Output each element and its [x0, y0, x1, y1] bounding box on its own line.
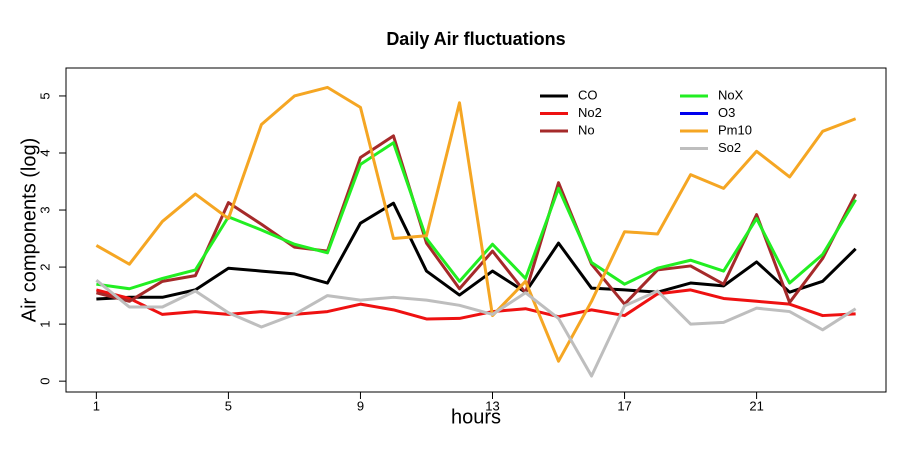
data-line	[95, 279, 857, 378]
y-tick-label: 0	[37, 378, 52, 385]
legend-label: So2	[718, 140, 741, 155]
y-tick-label: 1	[37, 321, 52, 328]
data-line	[95, 85, 857, 363]
x-axis-label: hours	[451, 406, 501, 428]
y-tick-label: 2	[37, 263, 52, 270]
x-tick-label: 13	[485, 398, 499, 413]
y-axis-label: Air components (log)	[18, 138, 40, 323]
plot-frame	[65, 67, 887, 393]
legend-label: CO	[578, 87, 598, 102]
legend-label: Pm10	[718, 122, 752, 137]
x-tick-label: 9	[357, 398, 364, 413]
y-tick-label: 3	[37, 206, 52, 213]
data-line	[96, 201, 857, 301]
legend-label: NoX	[718, 87, 744, 102]
x-tick-label: 1	[93, 398, 100, 413]
legend-label: No2	[578, 105, 602, 120]
x-tick-label: 21	[749, 398, 763, 413]
y-tick-label: 4	[37, 149, 52, 156]
x-tick-label: 17	[617, 398, 631, 413]
y-tick-label: 5	[37, 92, 52, 99]
data-line	[96, 141, 857, 291]
x-tick-label: 5	[225, 398, 232, 413]
legend-label: No	[578, 122, 595, 137]
chart-title: Daily Air fluctuations	[386, 29, 565, 49]
data-line	[95, 288, 856, 321]
legend-label: O3	[718, 105, 735, 120]
